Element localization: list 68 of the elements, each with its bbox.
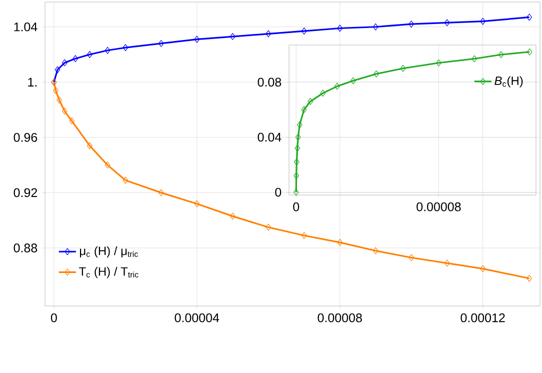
- y-tick-label: 0.92: [14, 188, 37, 198]
- point: [472, 55, 478, 62]
- point: [334, 82, 340, 90]
- point: [526, 48, 532, 56]
- point: [480, 265, 486, 272]
- point: [266, 224, 272, 231]
- point: [158, 189, 164, 196]
- point: [400, 64, 406, 72]
- point: [294, 144, 300, 152]
- x-tick-label: 0.00008: [416, 202, 461, 212]
- point: [301, 28, 307, 35]
- point: [480, 18, 486, 25]
- point: [350, 77, 356, 84]
- y-tick-label: 0.88: [14, 244, 38, 252]
- point: [122, 176, 128, 184]
- y-tick-label: 0.08: [258, 78, 282, 87]
- point: [294, 172, 300, 180]
- legend-label: T$_{c}$ (H) / T$_{tric}$: [79, 266, 138, 278]
- point: [295, 134, 301, 141]
- point: [320, 90, 326, 97]
- point: [86, 51, 92, 58]
- point: [158, 40, 164, 47]
- point: [294, 158, 300, 166]
- point: [62, 59, 68, 66]
- point: [296, 121, 302, 128]
- point: [408, 20, 414, 28]
- point: [444, 260, 450, 267]
- point: [62, 108, 68, 115]
- point: [194, 200, 200, 208]
- y-tick-label: 1.: [28, 78, 36, 86]
- point: [526, 274, 532, 282]
- y-tick-label: 0.96: [14, 133, 38, 142]
- point: [293, 188, 299, 196]
- legend-label: B$_{c}$(H): [494, 76, 523, 88]
- point: [194, 36, 200, 43]
- point: [498, 51, 504, 58]
- point: [308, 98, 314, 105]
- point: [104, 46, 110, 54]
- x-tick-label: 0.00012: [460, 313, 505, 322]
- point: [72, 55, 78, 62]
- point: [56, 96, 62, 104]
- point: [337, 24, 343, 32]
- point: [230, 33, 236, 40]
- x-tick-label: 0: [50, 313, 57, 322]
- point: [436, 59, 442, 66]
- point: [372, 247, 378, 254]
- y-tick-label: 0: [275, 188, 282, 197]
- y-tick-label: 0.04: [258, 132, 282, 142]
- point: [104, 162, 110, 169]
- point: [86, 142, 92, 150]
- x-tick-label: 0.00004: [174, 313, 220, 322]
- point: [53, 86, 58, 94]
- point: [408, 254, 414, 262]
- point: [230, 212, 236, 220]
- legend-label: μ$_{c}$ (H) / μ$_{tric}$: [80, 246, 138, 258]
- point: [374, 70, 380, 78]
- x-tick-label: 0.00008: [318, 313, 362, 322]
- point: [122, 44, 128, 52]
- point: [54, 66, 60, 74]
- y-tick-label: 1.04: [14, 22, 38, 32]
- point: [301, 106, 307, 114]
- point: [526, 14, 532, 21]
- point: [266, 30, 272, 38]
- point: [444, 19, 450, 26]
- point: [372, 23, 378, 30]
- point: [301, 232, 307, 240]
- point: [69, 117, 75, 124]
- point: [337, 238, 343, 246]
